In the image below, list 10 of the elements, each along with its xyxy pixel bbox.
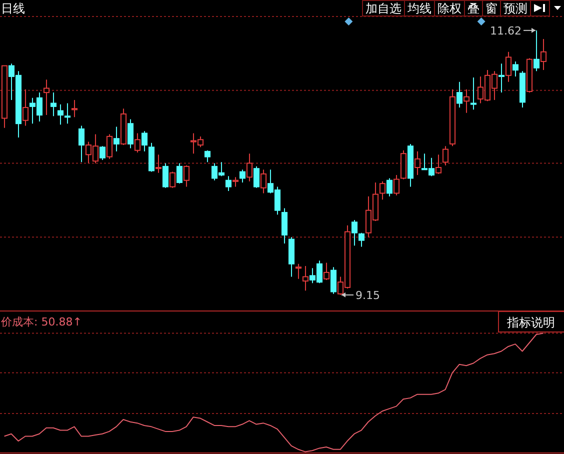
button: 除权	[434, 0, 465, 16]
button: 指标说明	[498, 311, 564, 332]
title: 日线	[1, 2, 25, 16]
button: 叠	[464, 0, 483, 16]
button: 预测	[500, 0, 531, 16]
annotation: 11.62	[490, 24, 522, 38]
annotation: 9.15	[356, 288, 380, 302]
button: 窗	[482, 0, 501, 16]
button: 加自选	[362, 0, 405, 16]
button: 均线	[404, 0, 435, 16]
